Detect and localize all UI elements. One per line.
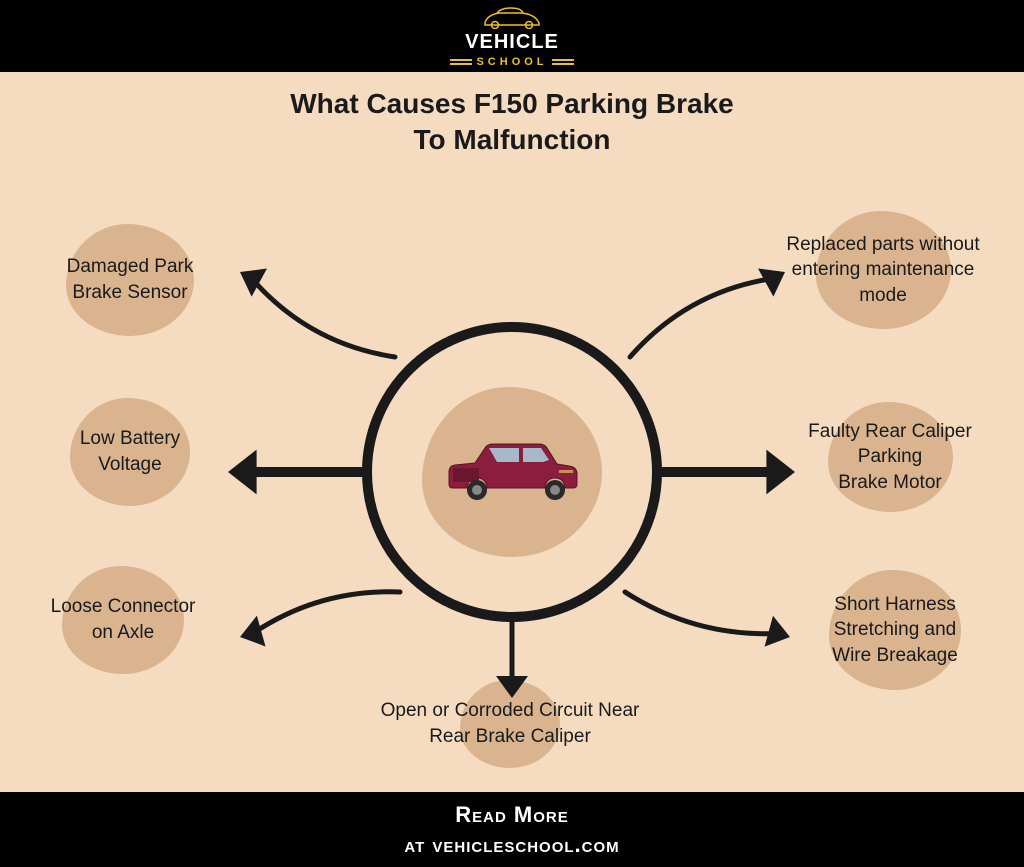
logo-primary-text: VEHICLE <box>465 31 559 54</box>
logo-secondary-text: SCHOOL <box>476 56 547 68</box>
footer-line-1: Read More <box>455 800 569 830</box>
header: VEHICLE SCHOOL <box>0 0 1024 72</box>
cause-text: Loose Connectoron Axle <box>51 594 196 645</box>
logo-lines-icon <box>552 59 574 65</box>
footer: Read More at vehicleschool.com <box>0 792 1024 867</box>
cause-text: Short HarnessStretching andWire Breakage <box>832 592 958 669</box>
cause-text: Faulty Rear CaliperParkingBrake Motor <box>808 419 972 496</box>
footer-line-2: at vehicleschool.com <box>404 830 619 860</box>
cause-text: Replaced parts withoutentering maintenan… <box>786 232 979 309</box>
logo-car-icon <box>477 5 547 29</box>
cause-text: Low BatteryVoltage <box>80 426 180 477</box>
infographic-main: What Causes F150 Parking Brake To Malfun… <box>0 72 1024 792</box>
logo-secondary-row: SCHOOL <box>450 56 573 68</box>
cause-text: Open or Corroded Circuit NearRear Brake … <box>381 698 640 749</box>
cause-text: Damaged ParkBrake Sensor <box>67 254 194 305</box>
logo: VEHICLE SCHOOL <box>450 5 573 68</box>
logo-lines-icon <box>450 59 472 65</box>
